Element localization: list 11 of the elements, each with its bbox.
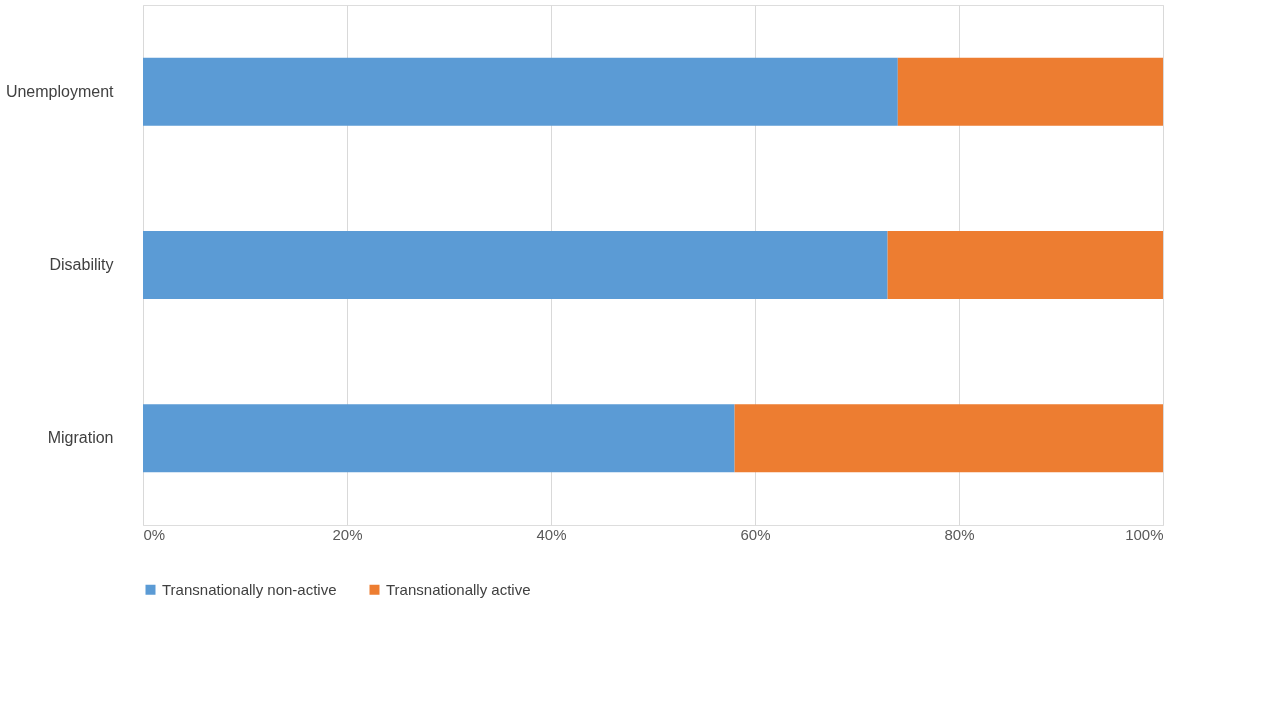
y-tick-label: Disability	[49, 256, 114, 273]
legend-label: Transnationally non-active	[162, 580, 337, 598]
x-tick-label: 40%	[536, 525, 567, 543]
y-tick-label: Migration	[47, 429, 114, 447]
x-tick-label: 0%	[143, 525, 166, 543]
x-tick-label: 60%	[740, 525, 771, 543]
x-tick-label: 100%	[1125, 525, 1164, 543]
x-tick-label: 20%	[332, 525, 363, 543]
y-tick-label: Unemployment	[5, 82, 115, 100]
legend-label: Transnationally active	[386, 580, 531, 598]
x-tick-label: 80%	[944, 525, 975, 543]
